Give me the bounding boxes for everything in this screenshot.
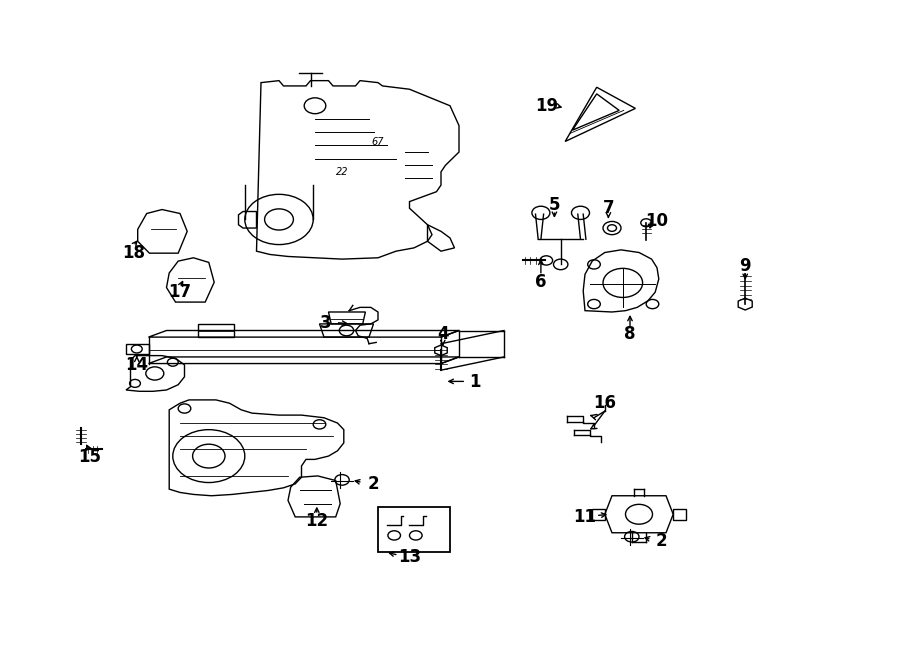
Text: 3: 3 (320, 313, 331, 332)
Text: 11: 11 (573, 508, 597, 526)
Text: 18: 18 (122, 243, 145, 262)
Text: 7: 7 (603, 199, 614, 217)
Text: 16: 16 (593, 394, 616, 412)
Text: 10: 10 (645, 212, 669, 231)
Text: 17: 17 (168, 283, 192, 301)
Text: 1: 1 (470, 373, 481, 391)
Text: 19: 19 (536, 97, 559, 115)
Bar (378, 507, 450, 552)
Text: 9: 9 (740, 256, 751, 275)
Text: 13: 13 (398, 547, 421, 566)
Text: 12: 12 (305, 512, 328, 530)
Text: 5: 5 (549, 196, 560, 214)
Text: 14: 14 (125, 356, 148, 374)
Text: 15: 15 (78, 448, 102, 467)
Text: 2: 2 (656, 531, 667, 550)
Text: 2: 2 (368, 475, 379, 493)
Text: 22: 22 (336, 167, 348, 177)
Text: 4: 4 (437, 325, 448, 344)
Text: 6: 6 (536, 272, 546, 291)
Text: 8: 8 (625, 325, 635, 344)
Text: 67: 67 (372, 137, 384, 147)
